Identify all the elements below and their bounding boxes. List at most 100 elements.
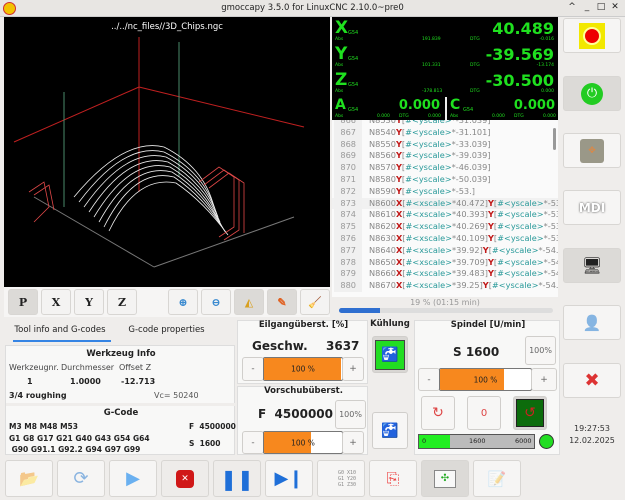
gcode-view[interactable]: 866 N8530Y[#<yscale>*-31.039] 867 N8540Y[#<… [332, 120, 558, 298]
clock-time: 19:27:53 [574, 424, 610, 433]
line-number: 868 [334, 138, 362, 151]
gcode-line[interactable]: 875 N8620X[#<xscale>*40.269]Y[#<yscale>*-… [332, 221, 558, 234]
gcode-line[interactable]: 877 N8640X[#<xscale>*39.92]Y[#<yscale>*-5… [332, 244, 558, 257]
gcode-line[interactable]: 866 N8530Y[#<yscale>*-31.039] [332, 120, 558, 127]
spindle-increase-button[interactable]: + [531, 368, 557, 391]
feed-reset-button[interactable]: 100% [335, 400, 366, 429]
gcode-line[interactable]: 874 N8610X[#<xscale>*40.393]Y[#<yscale>*-… [332, 209, 558, 222]
pause-icon: ❚❚ [220, 466, 254, 491]
axis-a-value: 0.000 [398, 98, 440, 113]
spindle-speed: S 1600 [453, 345, 500, 359]
window-maximize-button[interactable]: □ [596, 2, 606, 12]
rapid-increase-button[interactable]: + [342, 357, 364, 381]
view-p-label: P [18, 295, 28, 309]
feed-decrease-button[interactable]: - [242, 431, 264, 454]
window-shade-button[interactable]: ^ [568, 2, 576, 12]
spindle-reset-button[interactable]: 100% [525, 336, 556, 365]
stop-button[interactable]: ✕ [161, 460, 209, 497]
diameter-header: Durchmesser [61, 363, 115, 372]
spindle-stop-button[interactable]: 0 [467, 396, 501, 430]
spindle-decrease-button[interactable]: - [418, 368, 440, 391]
progress-area: 19 % (01:15 min) [332, 297, 558, 319]
abs-label: Abs [335, 63, 344, 68]
abs-label: Abs [335, 114, 344, 119]
toolpath-preview[interactable]: ../../nc_files//3D_Chips.ngc [4, 17, 330, 287]
exit-edit-button[interactable]: ⎘ [369, 460, 417, 497]
view-y-button[interactable]: Y [74, 289, 104, 315]
rapid-override-slider[interactable]: 100 % [263, 357, 343, 381]
run-button[interactable]: ▶ [109, 460, 157, 497]
window-close-button[interactable]: ✕ [611, 2, 619, 12]
clear-plot-button[interactable]: 🧹 [300, 289, 330, 315]
window-minimize-button[interactable]: _ [584, 2, 590, 12]
dtg-label: DTG [470, 37, 480, 42]
flood-button[interactable]: 🚰 [372, 336, 408, 373]
fullscreen-button[interactable]: ✣ [421, 460, 469, 497]
gauge-min: 0 [422, 437, 427, 445]
feed-override-slider[interactable]: 100 % [263, 431, 343, 454]
auto-mode-button[interactable]: 🖥 [563, 248, 621, 283]
manual-mode-button[interactable]: ✥ [563, 133, 621, 168]
active-feed: F 4500000 [189, 422, 236, 431]
toolpath-graphic [13, 37, 305, 268]
view-perspective-button[interactable]: P [8, 289, 38, 315]
gcode-line[interactable]: 870 N8570Y[#<yscale>*-46.039] [332, 162, 558, 175]
mist-button[interactable]: 🚰 [372, 412, 408, 449]
spindle-at-speed-led [539, 434, 554, 449]
gcode-scrollbar[interactable] [553, 128, 556, 150]
step-button[interactable]: ▶❙ [265, 460, 313, 497]
run-from-line-button[interactable]: G0 X10 G1 Y20 G1 Z30 [317, 460, 365, 497]
estop-button[interactable] [563, 18, 621, 53]
gcode-line[interactable]: 876 N8630X[#<xscale>*40.109]Y[#<yscale>*-… [332, 233, 558, 245]
clock-date: 12.02.2025 [569, 436, 615, 445]
power-icon: ⏻ [581, 82, 603, 105]
dtg-label: DTG [470, 89, 480, 94]
zoom-out-button[interactable]: ⊖ [201, 289, 231, 315]
dtg-value: -13.174 [536, 63, 554, 68]
open-file-button[interactable]: 📂 [5, 460, 53, 497]
auto-icon: 🖥 [581, 256, 603, 275]
gcode-line[interactable]: 871 N8580Y[#<yscale>*-50.039] [332, 174, 558, 186]
spindle-reverse-button[interactable]: ↺ [513, 396, 547, 430]
feed-increase-button[interactable]: + [342, 431, 364, 454]
coolant-panel: Kühlung 🚰 🚰 [369, 319, 411, 455]
abs-label: Abs [450, 114, 459, 119]
gcode-line[interactable]: 873 N8600X[#<xscale>*40.472]Y[#<yscale>*-… [332, 197, 558, 210]
rapid-label: Geschw. [252, 339, 308, 353]
gcode-line[interactable]: 880 N8670X[#<xscale>*39.25]Y[#<yscale>*-5… [332, 280, 558, 293]
view-z-button[interactable]: Z [107, 289, 137, 315]
show-path-button[interactable]: ✎ [267, 289, 297, 315]
view-x-button[interactable]: X [41, 289, 71, 315]
reload-button[interactable]: ⟳ [57, 460, 105, 497]
spindle-forward-button[interactable]: ↻ [421, 396, 455, 430]
gcode-line[interactable]: 872 N8590Y[#<yscale>*-53.] [332, 185, 558, 198]
gcode-line[interactable]: 878 N8650X[#<xscale>*39.709]Y[#<yscale>*-… [332, 256, 558, 269]
gcode-line[interactable]: 869 N8560Y[#<yscale>*-39.039] [332, 150, 558, 163]
axis-c-letter: C [450, 97, 461, 113]
estop-icon [579, 22, 605, 49]
view-x-label: X [51, 295, 61, 309]
tool-view-button[interactable]: ◭ [234, 289, 264, 315]
reload-icon: ⟳ [73, 468, 89, 489]
zoom-in-button[interactable]: ⊕ [168, 289, 198, 315]
pause-button[interactable]: ❚❚ [213, 460, 261, 497]
spindle-override-slider[interactable]: 100 % [439, 368, 532, 391]
tab-tool-info[interactable]: Tool info and G-codes [14, 325, 106, 335]
tab-gcode-properties[interactable]: G-code properties [128, 325, 205, 335]
line-number: 878 [334, 256, 362, 269]
edit-button[interactable]: 📝 [473, 460, 521, 497]
user-tabs-button[interactable]: 👤 [563, 305, 621, 340]
gcode-text: N8530Y[#<yscale>*-31.039] [369, 120, 491, 125]
progress-fill [339, 308, 380, 313]
settings-button[interactable]: ✖ [563, 363, 621, 398]
gcode-line[interactable]: 868 N8550Y[#<yscale>*-33.039] [332, 138, 558, 151]
gcode-text: N8640X[#<xscale>*39.92]Y[#<yscale>*-54.0… [369, 244, 558, 255]
gcode-line[interactable]: 879 N8660X[#<xscale>*39.483]Y[#<yscale>*-… [332, 268, 558, 281]
gcode-text: N8630X[#<xscale>*40.109]Y[#<yscale>*-53.… [369, 233, 558, 243]
axis-z-letter: Z [335, 70, 348, 90]
rapid-decrease-button[interactable]: - [242, 357, 264, 381]
mdi-mode-button[interactable]: MDI [563, 190, 621, 225]
machine-power-button[interactable]: ⏻ [563, 76, 621, 111]
gcode-line[interactable]: 867 N8540Y[#<yscale>*-31.101] [332, 126, 558, 139]
axis-coord-system: G54 [348, 30, 359, 36]
